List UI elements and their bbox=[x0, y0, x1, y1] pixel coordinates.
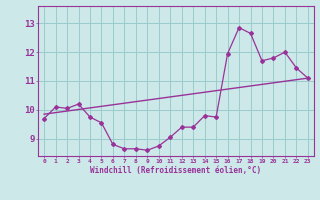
X-axis label: Windchill (Refroidissement éolien,°C): Windchill (Refroidissement éolien,°C) bbox=[91, 166, 261, 175]
